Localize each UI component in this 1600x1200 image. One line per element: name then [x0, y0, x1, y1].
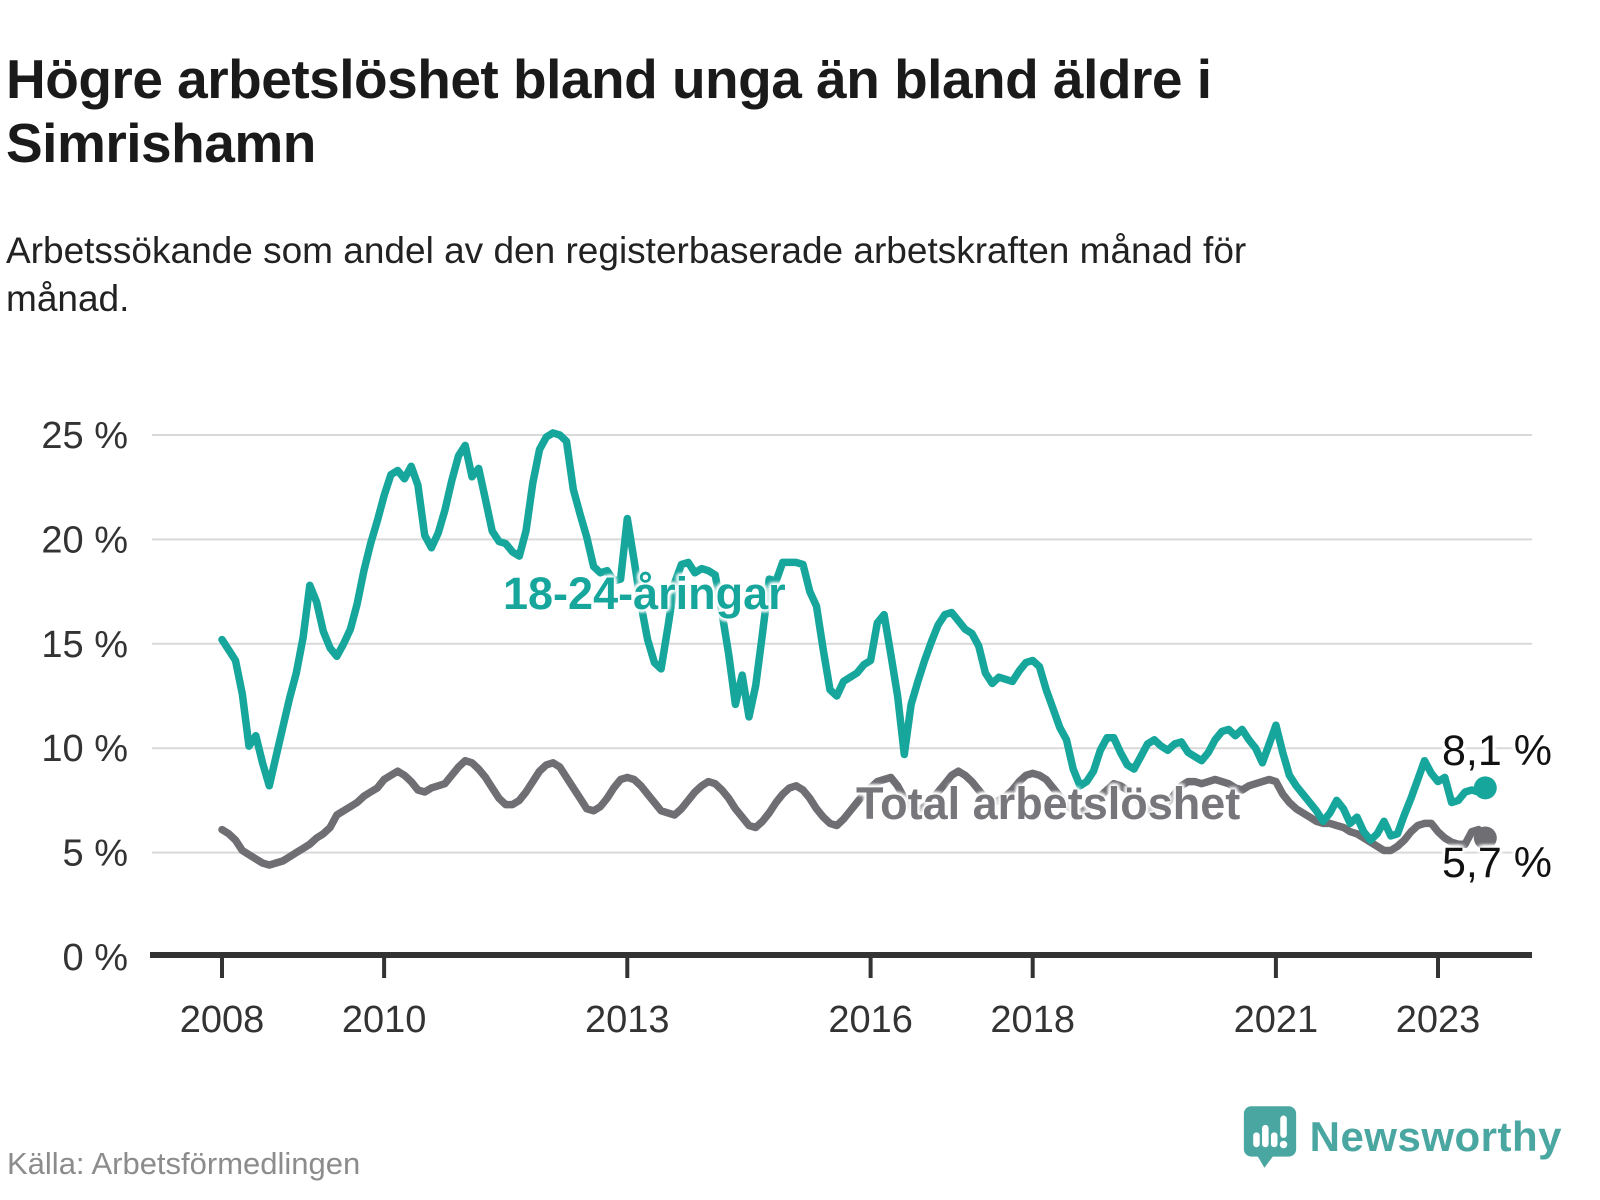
series-line — [218, 756, 1490, 869]
end-value-label-total: 5,7 % — [1442, 839, 1552, 887]
page-title: Högre arbetslöshet bland unga än bland ä… — [6, 47, 1212, 174]
series-end-dot — [1473, 776, 1497, 800]
y-axis-label: 10 % — [41, 728, 128, 770]
y-axis-label: 0 % — [63, 937, 128, 979]
end-value-label-young: 8,1 % — [1442, 727, 1552, 775]
y-axis-label: 5 % — [63, 833, 128, 875]
page-subtitle: Arbetssökande som andel av den registerb… — [6, 230, 1247, 319]
x-axis-label: 2008 — [180, 999, 265, 1041]
x-axis-label: 2023 — [1396, 999, 1481, 1041]
series-line — [218, 429, 1490, 844]
x-axis-label: 2021 — [1234, 999, 1319, 1041]
series-label-young: 18-24-åringar — [503, 568, 786, 619]
x-axis-label: 2018 — [990, 999, 1075, 1041]
x-axis-label: 2016 — [828, 999, 913, 1041]
source-note: Källa: Arbetsförmedlingen — [7, 1146, 361, 1181]
y-axis-label: 15 % — [41, 624, 128, 666]
y-axis-label: 25 % — [41, 415, 128, 457]
newsworthy-logo-icon — [1242, 1104, 1298, 1170]
y-axis-label: 20 % — [41, 519, 128, 561]
x-axis-label: 2010 — [342, 999, 427, 1041]
brand-footer: Newsworthy — [1242, 1104, 1562, 1170]
brand-name: Newsworthy — [1309, 1113, 1562, 1160]
series-end-dot — [1473, 826, 1497, 850]
series-label-total: Total arbetslöshet — [856, 778, 1241, 829]
x-axis-label: 2013 — [585, 999, 670, 1041]
